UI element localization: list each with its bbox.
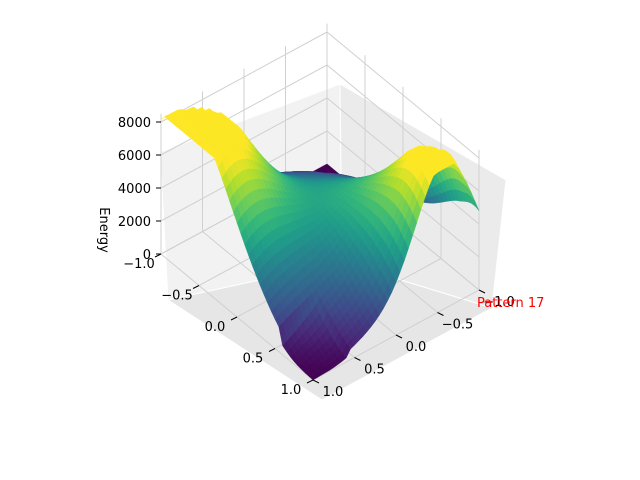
y-tick-mark xyxy=(312,379,320,384)
y-tick-label: 1.0 xyxy=(323,385,344,400)
x-tick-label: −1.0 xyxy=(123,257,155,272)
y-tick-mark xyxy=(395,334,403,339)
annotation-pattern: Pattern 17 xyxy=(477,296,544,311)
z-tick-label: 6000 xyxy=(118,149,151,164)
y-tick-label: −0.5 xyxy=(442,318,474,333)
y-tick-mark xyxy=(354,357,361,361)
z-tick-label: 4000 xyxy=(118,182,151,197)
x-tick-label: 1.0 xyxy=(281,383,302,398)
grid-line xyxy=(160,130,480,258)
z-axis-label: Energy xyxy=(96,207,111,253)
x-tick-label: 0.0 xyxy=(205,320,226,335)
y-tick-label: 0.0 xyxy=(406,340,427,355)
z-tick-label: 0 xyxy=(143,248,151,263)
y-tick-mark xyxy=(437,312,444,316)
x-tick-label: −0.5 xyxy=(161,289,193,304)
axes: −1.0 −0.5 0.0 0.5 1.0 −1.0 −0.5 0.0 0.5 1.0 0 2000 4… xyxy=(118,116,515,400)
x-tick-mark xyxy=(268,348,276,352)
x-tick-mark xyxy=(230,316,238,321)
y-tick-label: 0.5 xyxy=(364,363,385,378)
z-tick-label: 2000 xyxy=(118,215,151,230)
y-tick-mark xyxy=(478,289,486,294)
x-tick-mark xyxy=(192,285,200,289)
grid-line xyxy=(160,31,480,159)
z-tick-label: 8000 xyxy=(118,116,151,131)
x-tick-mark xyxy=(306,379,314,384)
surface xyxy=(160,106,480,381)
x-tick-label: 0.5 xyxy=(243,352,264,367)
y-tick-label: −1.0 xyxy=(483,295,515,310)
